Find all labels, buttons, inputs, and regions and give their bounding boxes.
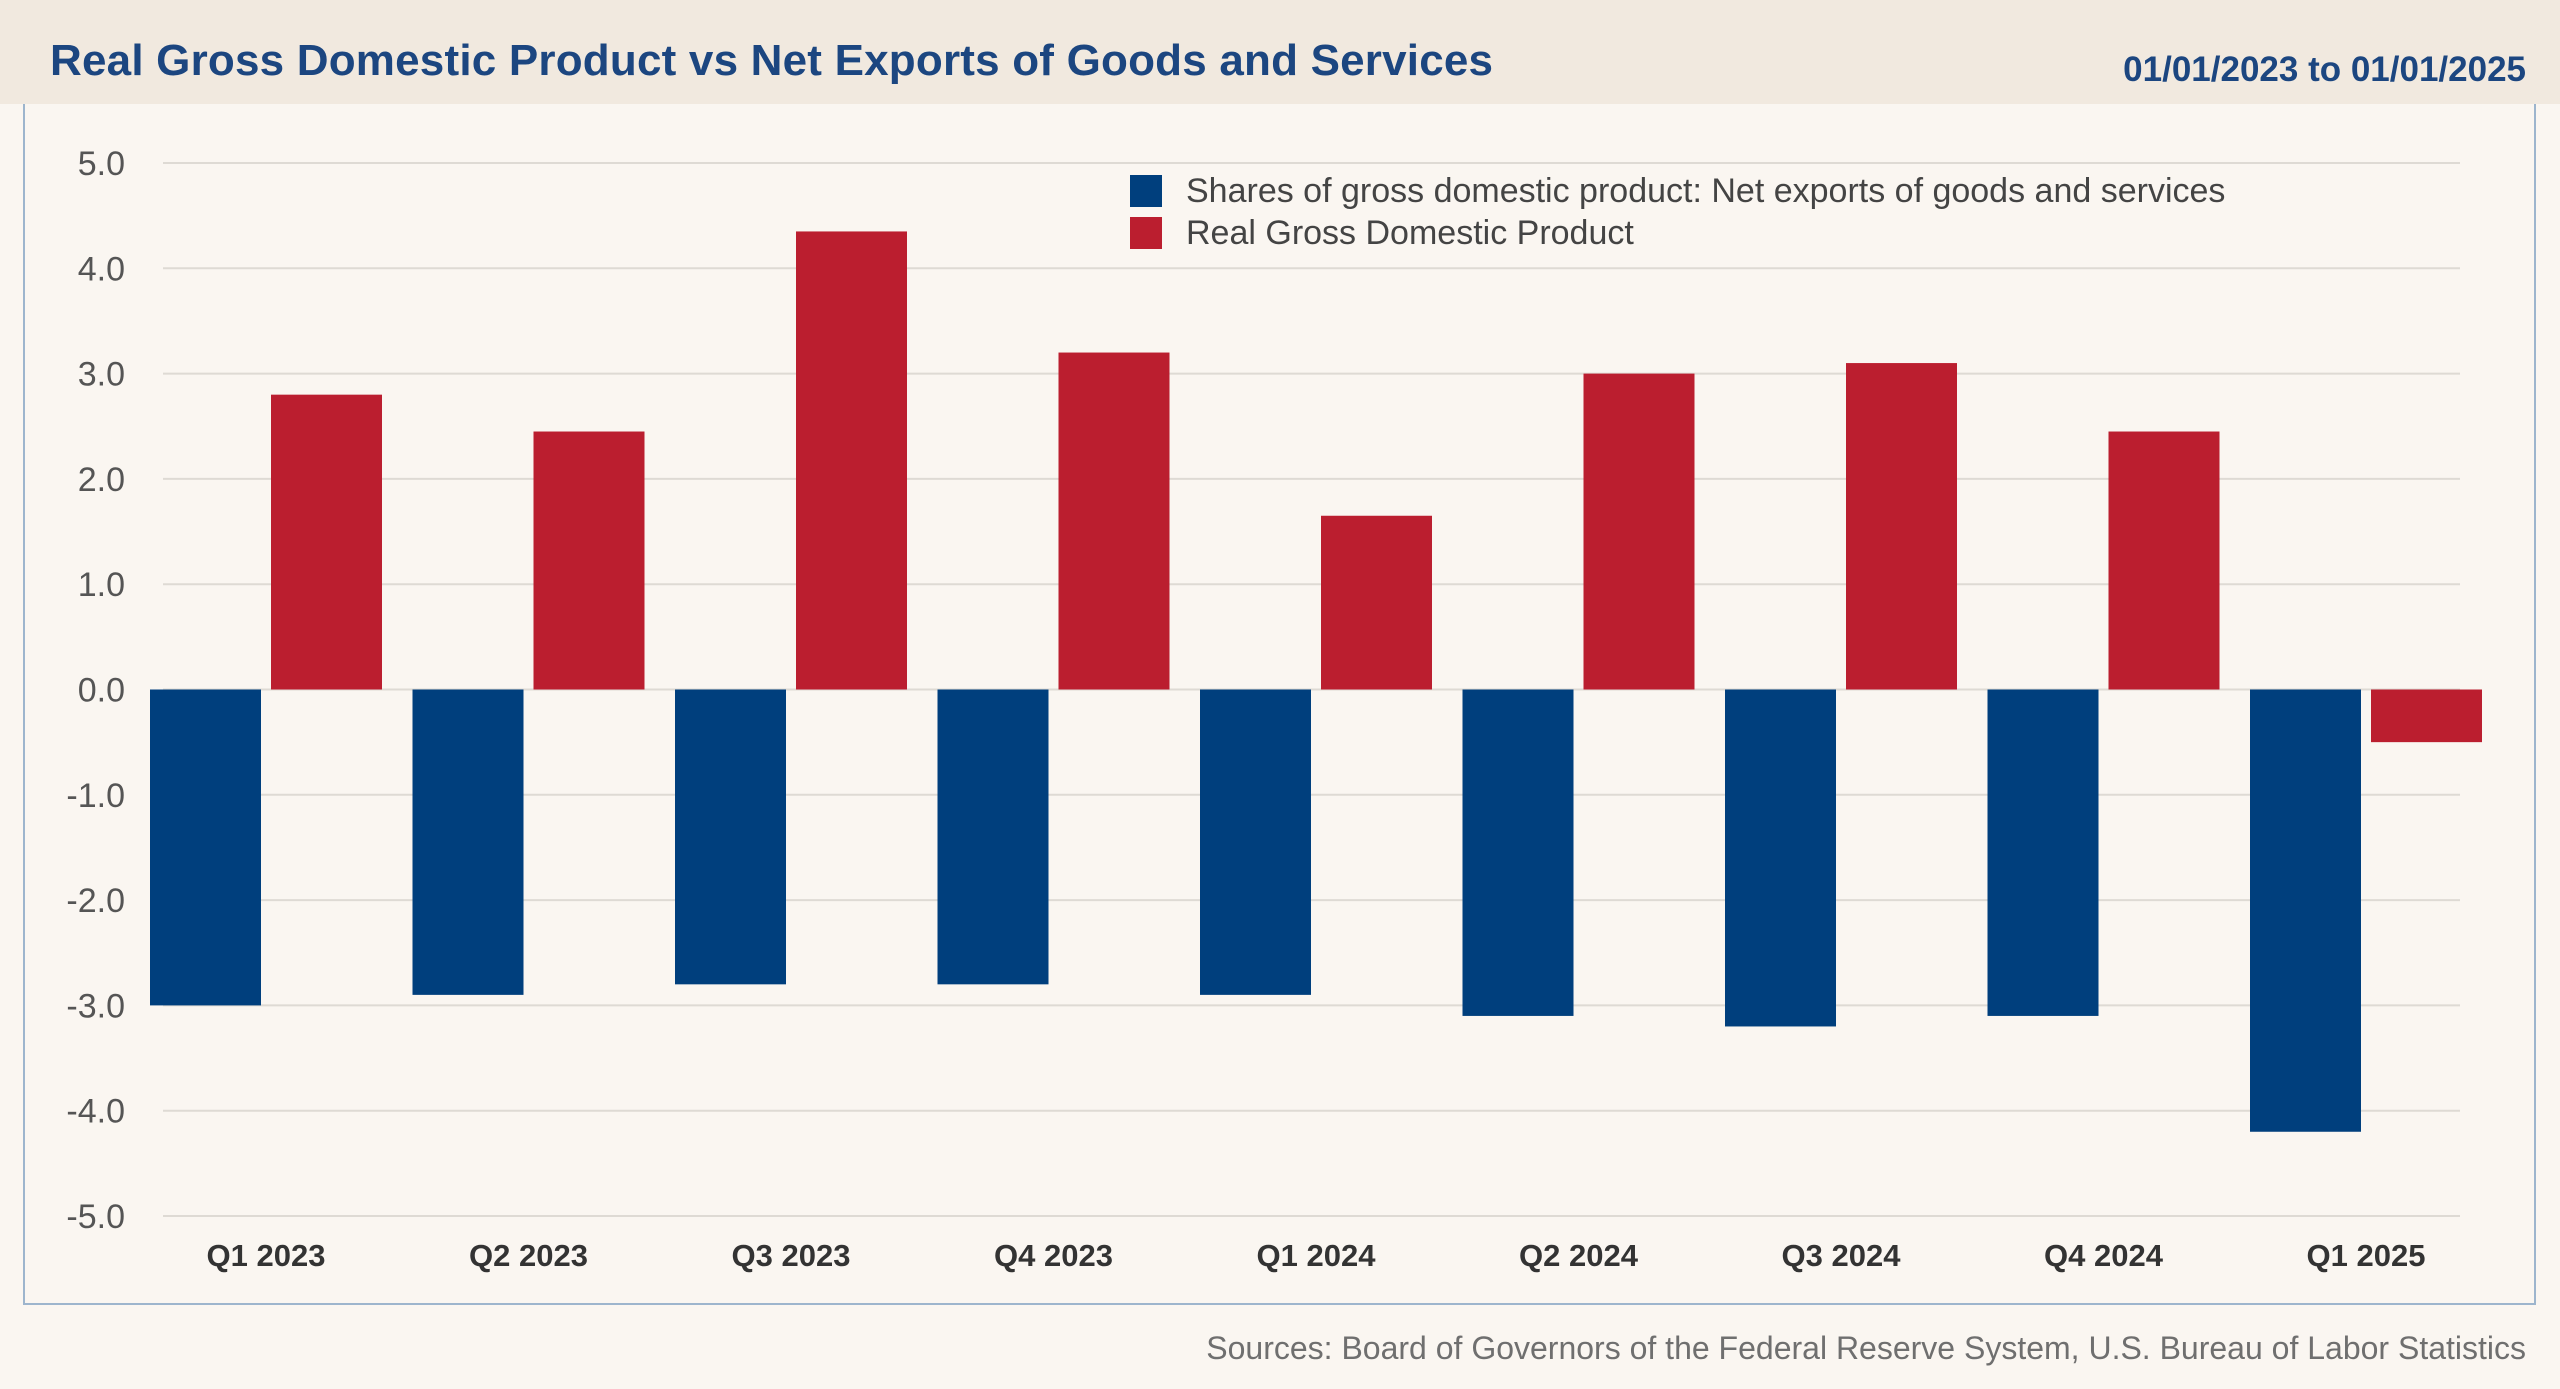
legend-swatch-real-gdp — [1130, 217, 1162, 249]
x-tick-label: Q4 2024 — [2044, 1238, 2164, 1273]
bar-real-gdp[interactable] — [271, 394, 382, 690]
x-tick-label: Q1 2025 — [2307, 1238, 2426, 1273]
bar-net-exports[interactable] — [1725, 689, 1836, 1027]
bar-real-gdp[interactable] — [1583, 373, 1695, 690]
legend-item-net-exports[interactable]: Shares of gross domestic product: Net ex… — [1130, 170, 2225, 212]
bar-net-exports[interactable] — [675, 689, 786, 985]
y-tick-label: 1.0 — [78, 566, 125, 604]
legend: Shares of gross domestic product: Net ex… — [1130, 170, 2225, 254]
x-tick-label: Q3 2023 — [732, 1238, 851, 1273]
y-tick-label: -2.0 — [66, 882, 125, 920]
y-tick-label: 2.0 — [78, 461, 125, 499]
legend-swatch-net-exports — [1130, 175, 1162, 207]
bar-net-exports[interactable] — [1987, 689, 2099, 1016]
bar-net-exports[interactable] — [937, 689, 1049, 985]
y-tick-label: 3.0 — [78, 356, 125, 394]
y-tick-label: -3.0 — [66, 987, 125, 1025]
date-range: 01/01/2023 to 01/01/2025 — [2123, 50, 2526, 89]
x-tick-label: Q2 2024 — [1519, 1238, 1639, 1273]
bar-real-gdp[interactable] — [533, 431, 645, 690]
source-note: Sources: Board of Governors of the Feder… — [1206, 1330, 2526, 1366]
y-tick-label: 4.0 — [78, 250, 125, 288]
x-tick-label: Q1 2024 — [1257, 1238, 1377, 1273]
bar-real-gdp[interactable] — [1058, 352, 1170, 690]
bar-net-exports[interactable] — [2250, 689, 2361, 1132]
bar-real-gdp[interactable] — [2371, 689, 2482, 743]
bar-net-exports[interactable] — [1200, 689, 1311, 995]
x-tick-label: Q4 2023 — [994, 1238, 1113, 1273]
x-tick-label: Q1 2023 — [207, 1238, 326, 1273]
legend-label-net-exports: Shares of gross domestic product: Net ex… — [1186, 171, 2226, 210]
bar-net-exports[interactable] — [1462, 689, 1574, 1016]
y-tick-label: 5.0 — [78, 145, 125, 183]
chart-title: Real Gross Domestic Product vs Net Expor… — [50, 36, 1494, 85]
bar-net-exports[interactable] — [150, 689, 261, 1006]
bar-real-gdp[interactable] — [796, 231, 907, 690]
bar-net-exports[interactable] — [412, 689, 524, 995]
chart-header: Real Gross Domestic Product vs Net Expor… — [0, 0, 2560, 104]
y-tick-label: -1.0 — [66, 777, 125, 815]
legend-item-real-gdp[interactable]: Real Gross Domestic Product — [1130, 212, 2225, 254]
bar-real-gdp[interactable] — [1321, 515, 1432, 690]
y-tick-label: -4.0 — [66, 1093, 125, 1131]
bar-real-gdp[interactable] — [1846, 363, 1957, 690]
x-tick-label: Q2 2023 — [469, 1238, 588, 1273]
x-tick-label: Q3 2024 — [1782, 1238, 1902, 1273]
legend-label-real-gdp: Real Gross Domestic Product — [1186, 213, 1634, 252]
y-tick-label: -5.0 — [66, 1198, 125, 1236]
y-tick-label: 0.0 — [78, 672, 125, 710]
bar-real-gdp[interactable] — [2108, 431, 2220, 690]
